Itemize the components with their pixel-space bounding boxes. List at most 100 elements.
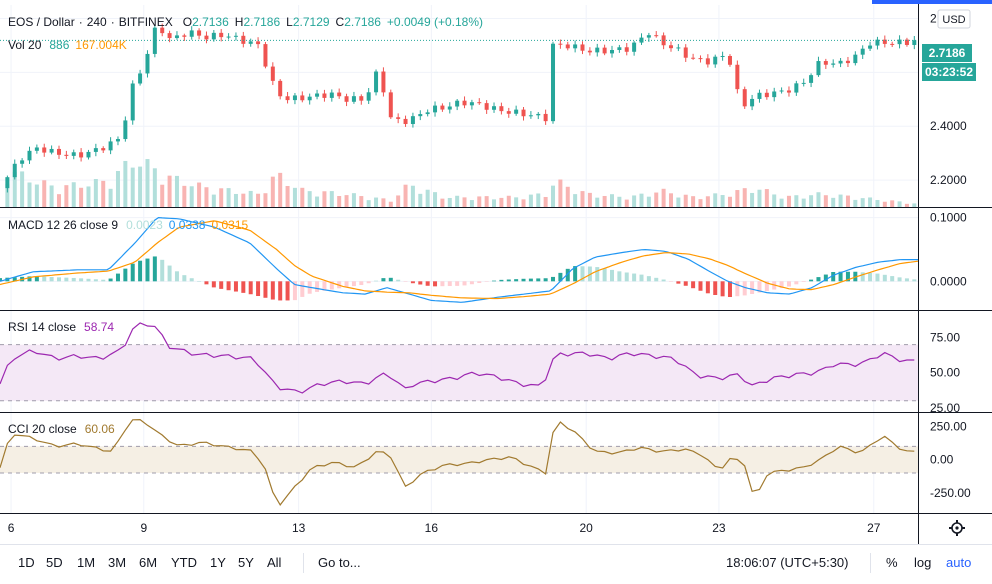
volume-bar: [167, 175, 172, 207]
macd-hist-bar: [440, 281, 445, 287]
volume-bar: [735, 190, 740, 207]
volume-bar: [617, 196, 622, 207]
macd-hist-bar: [182, 275, 187, 282]
candle-body: [42, 147, 47, 153]
goto-button[interactable]: Go to...: [318, 555, 361, 570]
volume-bar: [794, 195, 799, 207]
candle-body: [455, 100, 460, 107]
macd-hist-bar: [12, 277, 17, 282]
macd-hist-bar: [477, 281, 482, 284]
timeframe-3m[interactable]: 3M: [108, 555, 127, 570]
volume-bar: [573, 194, 578, 207]
macd-hist-bar: [528, 278, 533, 282]
candle-body: [875, 39, 880, 46]
timeframe-1m[interactable]: 1M: [77, 555, 96, 570]
volume-bar: [337, 196, 342, 207]
volume-bar: [204, 187, 209, 207]
timeframe-5y[interactable]: 5Y: [238, 555, 254, 570]
macd-hist-bar: [138, 260, 143, 282]
macd-hist-bar: [211, 281, 216, 288]
time-axis-label: 16: [425, 521, 439, 535]
macd-hist-bar: [779, 281, 784, 289]
volume-bar: [101, 180, 106, 207]
candle-body: [617, 47, 622, 51]
volume-bar: [654, 192, 659, 207]
macd-hist-bar: [469, 281, 474, 285]
volume-bar: [425, 189, 430, 207]
cci-axis-label: 250.00: [930, 419, 967, 433]
macd-hist-bar: [167, 265, 172, 282]
candle-body: [668, 45, 673, 49]
volume-bar: [27, 182, 32, 207]
time-axis-label: 23: [712, 521, 726, 535]
auto-toggle[interactable]: auto: [946, 555, 972, 570]
macd-hist-bar: [219, 281, 224, 289]
macd-hist-bar: [226, 281, 231, 291]
timeframe-6m[interactable]: 6M: [139, 555, 158, 570]
macd-hist-bar: [49, 277, 54, 282]
macd-line: [0, 216, 918, 303]
candle-body: [543, 113, 548, 122]
chart-canvas[interactable]: 13:306913162023272.80002.60002.40002.200…: [0, 0, 992, 544]
candle-body: [93, 148, 98, 152]
volume-bar: [270, 176, 275, 207]
gear-icon[interactable]: [949, 520, 965, 536]
macd-hist-bar: [580, 266, 585, 282]
candle-body: [433, 105, 438, 113]
log-toggle[interactable]: log: [914, 555, 932, 570]
volume-bar: [344, 195, 349, 207]
timeframe-ytd[interactable]: YTD: [171, 555, 197, 570]
macd-hist-bar: [462, 281, 467, 286]
candle-body: [462, 100, 467, 106]
candle-body: [167, 33, 172, 39]
volume-bar: [565, 186, 570, 207]
currency-label[interactable]: USD: [942, 14, 965, 26]
candle-body: [204, 35, 209, 40]
volume-bar: [779, 198, 784, 207]
candle-body: [396, 117, 401, 119]
volume-bar: [278, 172, 283, 207]
timeframe-all[interactable]: All: [267, 555, 282, 570]
macd-hist-bar: [108, 278, 113, 282]
candle-body: [565, 44, 570, 49]
candle-body: [558, 43, 563, 45]
volume-bar: [211, 194, 216, 207]
volume-bar: [366, 200, 371, 207]
macd-hist-bar: [0, 278, 2, 282]
currency-box[interactable]: [937, 9, 971, 29]
clock-readout[interactable]: 18:06:07 (UTC+5:30): [726, 555, 849, 570]
volume-bar: [587, 192, 592, 207]
macd-hist-bar: [912, 279, 917, 282]
volume-bar: [388, 201, 393, 207]
timeframe-5d[interactable]: 5D: [46, 555, 63, 570]
macd-hist-bar: [683, 281, 688, 286]
candle-body: [831, 63, 836, 65]
candle-body: [705, 58, 710, 65]
rsi-line: [0, 322, 915, 394]
candle-body: [86, 151, 91, 158]
volume-bar: [123, 160, 128, 207]
macd-axis-label: 0.1000: [930, 211, 967, 225]
macd-hist-bar: [654, 277, 659, 282]
candle-body: [720, 55, 725, 57]
volume-bar: [890, 200, 895, 207]
volume-bar: [108, 188, 113, 207]
last-price-badge-text: 2.7186: [929, 46, 966, 60]
macd-hist-bar: [388, 277, 393, 282]
volume-bar: [602, 195, 607, 207]
volume-bar: [329, 191, 334, 207]
candle-body: [757, 92, 762, 99]
macd-hist-bar: [447, 281, 452, 287]
volume-bar: [809, 195, 814, 207]
macd-hist-bar: [676, 281, 681, 284]
candle-body: [683, 47, 688, 58]
macd-hist-bar: [292, 281, 297, 301]
percent-toggle[interactable]: %: [886, 555, 898, 570]
candle-body: [292, 95, 297, 101]
candle-body: [823, 61, 828, 65]
macd-hist-bar: [750, 281, 755, 294]
timeframe-1d[interactable]: 1D: [18, 555, 35, 570]
macd-hist-bar: [691, 281, 696, 289]
macd-hist-bar: [455, 281, 460, 286]
timeframe-1y[interactable]: 1Y: [210, 555, 226, 570]
